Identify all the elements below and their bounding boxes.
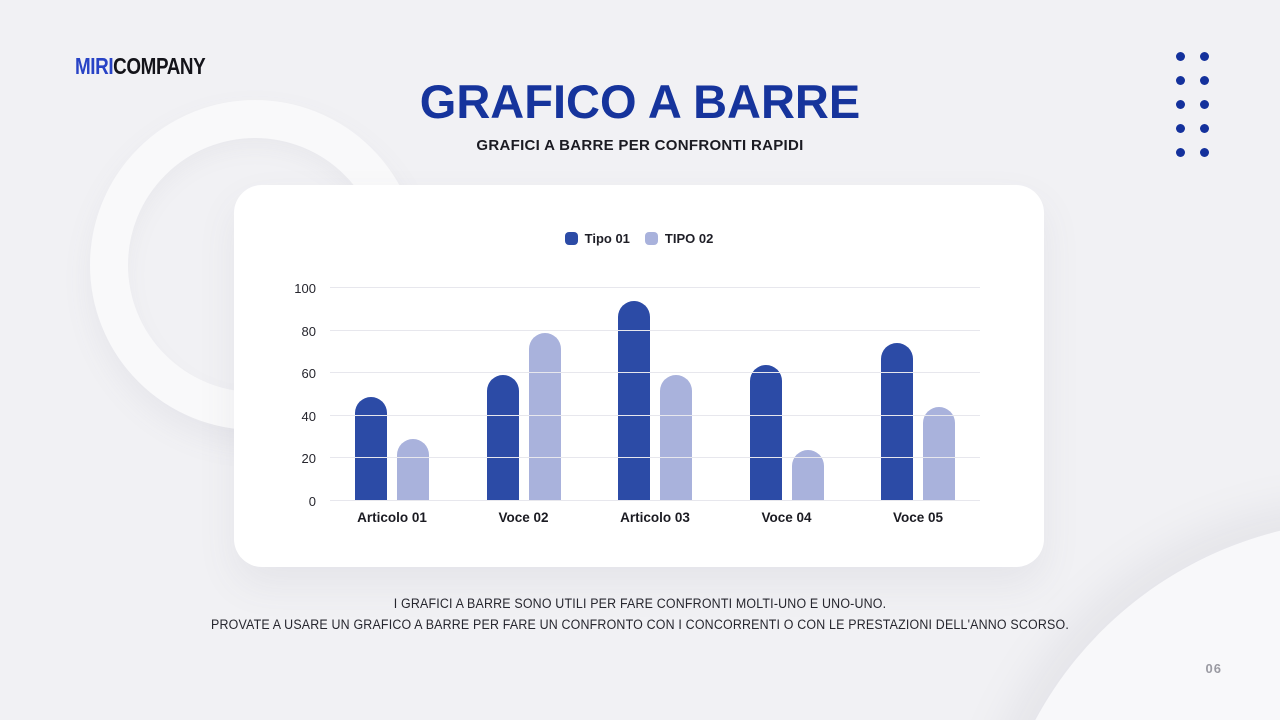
y-tick-label: 40	[301, 408, 316, 424]
plot-area	[330, 287, 980, 501]
x-category-label-text: Voce 02	[498, 510, 549, 525]
x-category-label: Voce 02	[487, 510, 561, 525]
x-category-label-text: Voce 04	[761, 510, 812, 525]
dot-decoration	[1200, 148, 1209, 157]
bar-tipo-01	[881, 343, 913, 501]
legend-label: Tipo 01	[584, 230, 630, 246]
x-axis-labels: Articolo 01 Voce 02 Articolo 03 Voce 04 Voce…	[330, 510, 980, 525]
legend-swatch	[564, 231, 578, 245]
bar-chart: 0 20 40 60 80 100	[234, 281, 1044, 509]
x-category-label: Articolo 01	[355, 510, 429, 525]
footer-text: I GRAFICI A BARRE SONO UTILI PER FARE CO…	[0, 593, 1280, 635]
slide-title: GRAFICO A BARRE	[419, 75, 861, 128]
dot-decoration	[1200, 76, 1209, 85]
bar-tipo-01	[618, 300, 650, 501]
dot-decoration	[1200, 124, 1209, 133]
bar-tipo-02	[791, 449, 824, 501]
dot-decoration	[1176, 100, 1185, 109]
y-tick-label: 80	[301, 323, 316, 339]
dot-decoration	[1176, 52, 1185, 61]
bar-tipo-01	[486, 375, 519, 501]
chart-card: Tipo 01 TIPO 02 0 20 40 60 80 100 Articolo 01 V…	[234, 185, 1044, 567]
bar-tipo-01	[355, 396, 387, 501]
bar-tipo-02	[397, 439, 429, 501]
bar-tipo-02	[923, 407, 955, 501]
footer-line-1: I GRAFICI A BARRE SONO UTILI PER FARE CO…	[393, 596, 887, 611]
dot-decoration	[1176, 76, 1185, 85]
y-tick-label: 0	[308, 494, 316, 509]
gridline	[330, 287, 980, 288]
title-block: GRAFICO A BARRE GRAFICI A BARRE PER CONF…	[0, 76, 1280, 154]
x-category-label: Voce 05	[881, 510, 955, 525]
x-category-label-text: Articolo 01	[357, 510, 427, 525]
chart-legend: Tipo 01 TIPO 02	[234, 230, 1044, 246]
x-category-label-text: Voce 05	[892, 510, 944, 525]
bar-group	[881, 288, 955, 501]
dot-decoration	[1200, 100, 1209, 109]
logo-primary-text: MIRI	[75, 53, 114, 79]
footer-line-2: PROVATE A USARE UN GRAFICO A BARRE PER F…	[211, 617, 1069, 632]
dot-decoration	[1200, 52, 1209, 61]
bar-tipo-02	[660, 375, 692, 501]
bar-group	[355, 288, 429, 501]
y-tick-label: 100	[294, 281, 316, 296]
x-category-label: Voce 04	[750, 510, 824, 525]
bar-tipo-02	[528, 332, 561, 501]
x-category-label-text: Articolo 03	[620, 510, 690, 525]
gridline	[330, 457, 980, 459]
legend-swatch	[644, 231, 658, 245]
legend-label: TIPO 02	[664, 230, 714, 246]
bar-group	[618, 288, 692, 501]
logo-secondary-text: COMPANY	[113, 53, 206, 79]
gridline	[330, 500, 980, 501]
bar-groups	[330, 288, 980, 501]
gridline	[330, 414, 980, 416]
legend-item: TIPO 02	[644, 230, 714, 246]
dot-decoration	[1176, 148, 1185, 157]
slide-subtitle: GRAFICI A BARRE PER CONFRONTI RAPIDI	[476, 136, 804, 154]
dot-decoration	[1176, 124, 1185, 133]
legend-item: Tipo 01	[564, 230, 630, 246]
x-category-label: Articolo 03	[618, 510, 692, 525]
company-logo: MIRICOMPANY	[75, 53, 206, 80]
gridline	[330, 329, 980, 331]
page-number: 06	[1205, 661, 1222, 676]
y-axis: 0 20 40 60 80 100	[274, 281, 330, 509]
gridline	[330, 372, 980, 374]
bar-tipo-01	[749, 364, 782, 501]
bar-group	[749, 288, 824, 501]
bar-group	[486, 288, 561, 501]
y-tick-label: 60	[301, 366, 316, 382]
dots-grid-decoration	[1176, 52, 1209, 157]
y-tick-label: 20	[301, 451, 316, 467]
